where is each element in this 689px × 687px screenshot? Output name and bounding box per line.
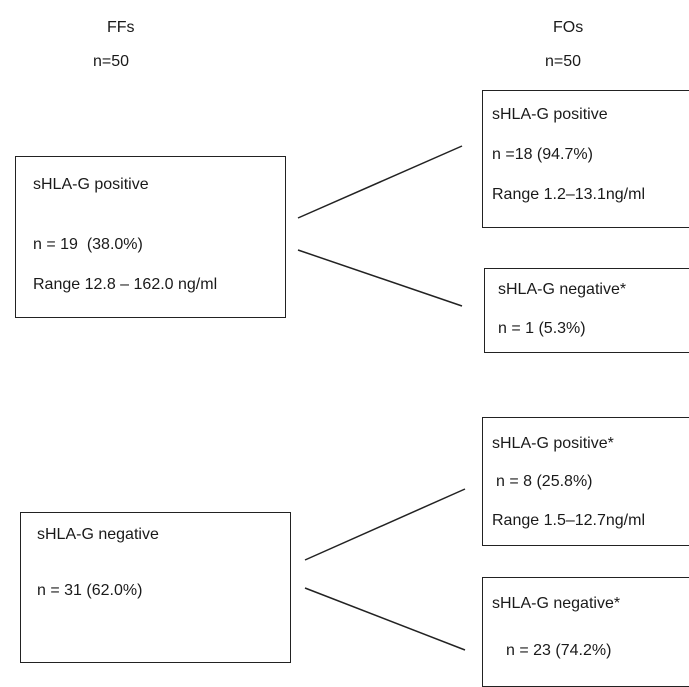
fo-pos-positive-box: sHLA-G positive n =18 (94.7%) Range 1.2–… [482,90,689,228]
fo-pos-negative-box: sHLA-G negative* n = 1 (5.3%) [484,268,689,353]
fo-pos-negative-count: n = 1 (5.3%) [498,320,586,337]
fo-pos-positive-count: n =18 (94.7%) [492,146,593,163]
fo-neg-positive-range: Range 1.5–12.7ng/ml [492,512,645,529]
ff-negative-count: n = 31 (62.0%) [37,582,143,599]
connector-ffpos-to-foneg [297,249,463,307]
ff-positive-range: Range 12.8 – 162.0 ng/ml [33,276,218,293]
fo-neg-negative-label: sHLA-G negative* [492,595,621,612]
fo-pos-negative-label: sHLA-G negative* [498,281,627,298]
ffs-column-count: n=50 [93,53,130,70]
ff-positive-box: sHLA-G positive n = 19 (38.0%) Range 12.… [15,156,286,318]
connector-ffneg-to-fopos [304,488,466,561]
ffs-column-title: FFs [107,19,135,36]
fo-pos-positive-range: Range 1.2–13.1ng/ml [492,186,645,203]
fo-neg-negative-count: n = 23 (74.2%) [506,642,612,659]
ff-negative-box: sHLA-G negative n = 31 (62.0%) [20,512,291,663]
fo-neg-positive-label: sHLA-G positive* [492,435,614,452]
connector-ffpos-to-fopos [297,145,463,219]
connector-ffneg-to-foneg [304,587,466,651]
ff-positive-label: sHLA-G positive [33,176,149,193]
fo-neg-positive-count: n = 8 (25.8%) [496,473,593,490]
fo-pos-positive-label: sHLA-G positive [492,106,608,123]
ff-positive-count: n = 19 (38.0%) [33,236,143,253]
ff-negative-label: sHLA-G negative [37,526,159,543]
fos-column-count: n=50 [545,53,582,70]
fos-column-title: FOs [553,19,584,36]
fo-neg-negative-box: sHLA-G negative* n = 23 (74.2%) [482,577,689,687]
fo-neg-positive-box: sHLA-G positive* n = 8 (25.8%) Range 1.5… [482,417,689,546]
